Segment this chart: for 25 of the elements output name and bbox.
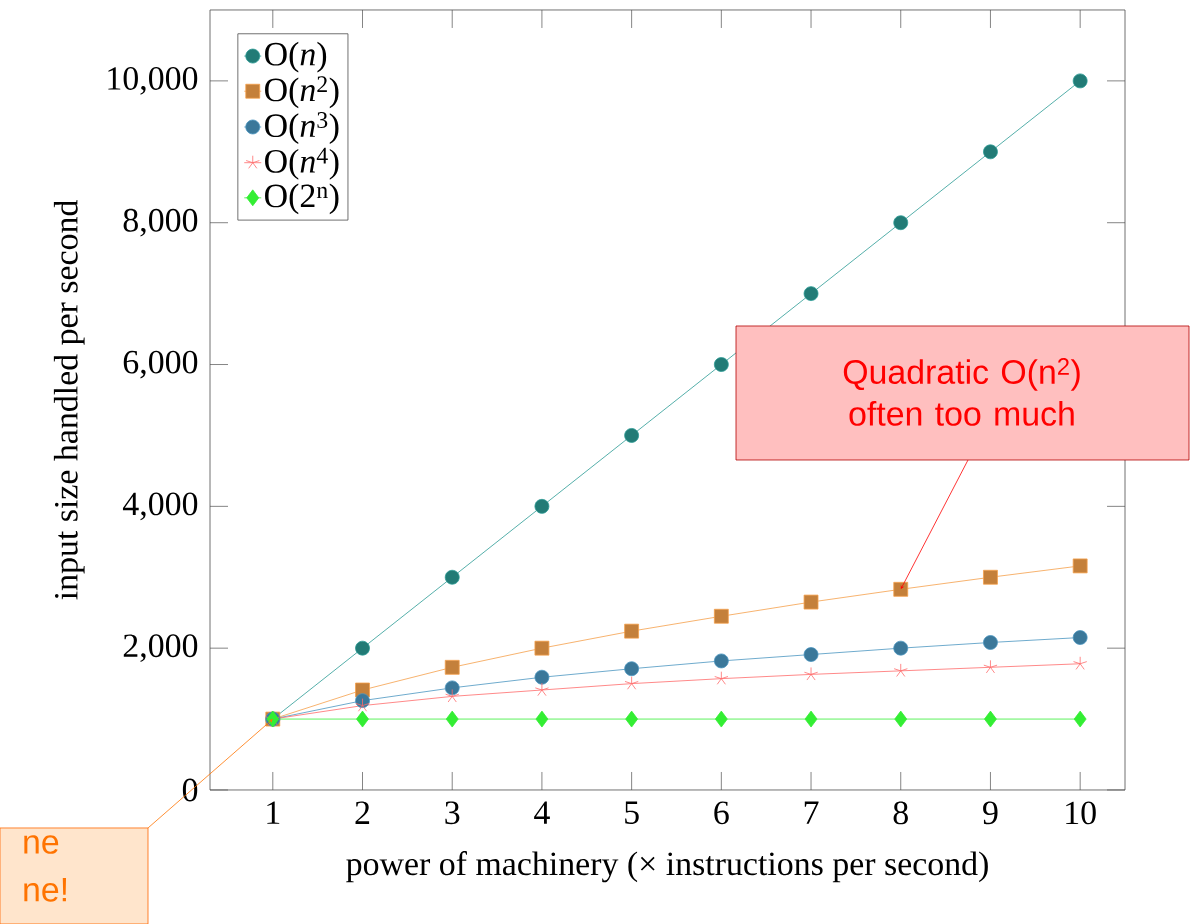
legend-label: O(2$^{n}$) [265, 183, 339, 215]
x-tick-label: 7 [804, 801, 819, 824]
x-tick-label: 6 [714, 801, 729, 825]
x-tick-label: 2 [355, 801, 370, 824]
y-axis-title: input size handled per second [53, 200, 85, 600]
x-tick-label: 4 [534, 801, 550, 824]
x-tick-label: 1 [267, 801, 280, 824]
x-tick-label: 9 [983, 801, 998, 825]
text: ne [24, 835, 59, 854]
y-tick-label: 8,000 [123, 208, 198, 237]
y-tick-label: 10,000 [108, 67, 198, 95]
x-axis-title: power of machinery (× instructions per second) [346, 851, 988, 883]
text: ne! [24, 878, 67, 902]
x-tick-label: 3 [445, 801, 460, 825]
x-tick-label: 10 [1066, 801, 1096, 825]
legend-label: O(n$^{3}$) [265, 112, 339, 145]
legend-label: O(n$^{4}$) [265, 147, 339, 180]
annotation: Quadratic O(n$^{2}$) often too much [843, 358, 1080, 426]
y-tick-label: 4,000 [122, 492, 198, 521]
y-tick-label: 2,000 [123, 634, 198, 663]
legend-label: O(n) [265, 41, 327, 73]
x-tick-label: 8 [893, 801, 908, 825]
legend-label: O(n$^{2}$) [265, 76, 339, 109]
x-tick-label: 5 [625, 801, 639, 824]
y-tick-label: 6,000 [123, 350, 198, 379]
